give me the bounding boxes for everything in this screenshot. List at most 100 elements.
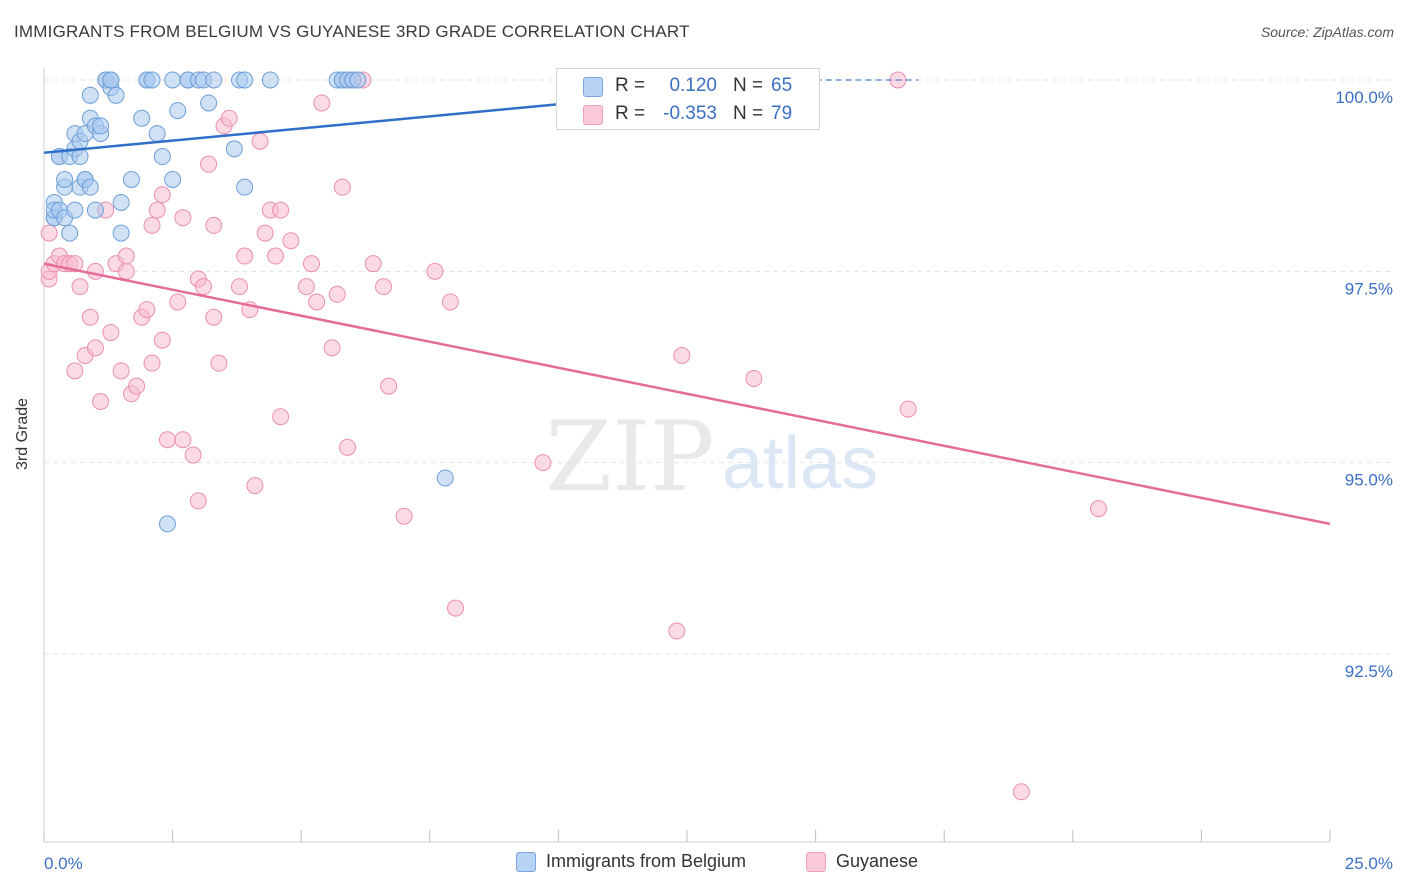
guyanese-point	[426, 262, 444, 280]
guyanese-point	[138, 301, 156, 319]
watermark-atlas: atlas	[722, 421, 878, 504]
r-value: -0.353	[663, 103, 717, 124]
belgium-point	[133, 109, 151, 127]
belgium-point	[122, 170, 140, 188]
belgium-point	[112, 193, 130, 211]
belgium-point	[81, 86, 99, 104]
guyanese-point	[92, 392, 110, 410]
belgium-point	[143, 71, 161, 89]
guyanese-point	[534, 454, 552, 472]
guyanese-point	[302, 255, 320, 273]
belgium-point	[225, 140, 243, 158]
n-value: 79	[771, 103, 793, 124]
y-tick-label: 97.5%	[1345, 279, 1393, 298]
guyanese-point	[338, 438, 356, 456]
guyanese-point	[272, 201, 290, 219]
belgium-point	[81, 178, 99, 196]
source-credit: Source: ZipAtlas.com	[1260, 24, 1394, 40]
guyanese-point	[251, 132, 269, 150]
guyanese-point	[169, 293, 187, 311]
belgium-point	[436, 469, 454, 487]
guyanese-point	[148, 201, 166, 219]
y-tick-label: 92.5%	[1345, 662, 1393, 681]
guyanese-point	[441, 293, 459, 311]
x-tick-label-max: 25.0%	[1345, 854, 1393, 873]
belgium-point	[61, 224, 79, 242]
guyanese-trend-line	[43, 262, 1331, 526]
guyanese-point	[128, 377, 146, 395]
axes	[43, 68, 1331, 843]
guyanese-point	[194, 278, 212, 296]
guyanese-point	[200, 155, 218, 173]
guyanese-point	[395, 507, 413, 525]
belgium-point	[56, 170, 74, 188]
belgium-point	[169, 102, 187, 120]
guyanese-point	[323, 339, 341, 357]
legend-item-guyanese[interactable]: Guyanese	[806, 851, 918, 872]
guyanese-point	[117, 262, 135, 280]
guyanese-point	[102, 324, 120, 342]
guyanese-point	[272, 408, 290, 426]
guyanese-point	[153, 331, 171, 349]
legend-label-belgium: Immigrants from Belgium	[546, 851, 747, 871]
guyanese-point	[236, 247, 254, 265]
guyanese-point	[71, 278, 89, 296]
belgium-point	[148, 125, 166, 143]
guyanese-point	[210, 354, 228, 372]
guyanese-point	[364, 255, 382, 273]
guyanese-point	[1012, 783, 1030, 801]
legend-swatch-belgium	[516, 851, 536, 872]
guyanese-point	[282, 232, 300, 250]
guyanese-point	[333, 178, 351, 196]
belgium-point	[86, 201, 104, 219]
guyanese-point	[184, 446, 202, 464]
guyanese-point	[205, 308, 223, 326]
belgium-point	[261, 71, 279, 89]
belgium-point	[236, 71, 254, 89]
r-label: R =	[615, 75, 646, 96]
y-tick-label: 100.0%	[1335, 88, 1393, 107]
guyanese-point	[174, 209, 192, 227]
guyanese-point	[40, 224, 58, 242]
belgium-point	[66, 201, 84, 219]
belgium-point	[164, 170, 182, 188]
guyanese-point	[380, 377, 398, 395]
guyanese-points	[40, 71, 1108, 801]
r-value: 0.120	[669, 75, 717, 96]
guyanese-point	[86, 339, 104, 357]
legend-swatch-guyanese	[806, 851, 826, 872]
guyanese-point	[220, 109, 238, 127]
guyanese-point	[230, 278, 248, 296]
guyanese-point	[158, 431, 176, 449]
belgium-point	[236, 178, 254, 196]
correlation-legend: R = 0.120 N = 65 R = -0.353 N = 79	[556, 68, 820, 130]
n-value: 65	[771, 75, 793, 96]
guyanese-point	[266, 247, 284, 265]
belgium-point	[158, 515, 176, 533]
guyanese-point	[375, 278, 393, 296]
guyanese-point	[313, 94, 331, 112]
belgium-point	[349, 71, 367, 89]
guyanese-point	[143, 216, 161, 234]
guyanese-point	[117, 247, 135, 265]
legend-label-guyanese: Guyanese	[836, 851, 919, 871]
belgium-point	[92, 117, 110, 135]
belgium-point	[200, 94, 218, 112]
guyanese-point	[205, 216, 223, 234]
guyanese-point	[143, 354, 161, 372]
tick-labels: 92.5% 95.0% 97.5% 100.0% 0.0% 25.0%	[44, 88, 1393, 873]
n-label: N =	[733, 75, 764, 96]
belgium-points	[45, 71, 454, 533]
legend-row-guyanese: R = -0.353 N = 79	[557, 101, 819, 129]
guyanese-point	[66, 362, 84, 380]
legend-item-belgium[interactable]: Immigrants from Belgium	[516, 851, 746, 872]
x-tick-label-min: 0.0%	[44, 854, 83, 873]
chart-title: IMMIGRANTS FROM BELGIUM VS GUYANESE 3RD …	[14, 22, 690, 41]
series-legend: Immigrants from Belgium Guyanese	[0, 851, 1406, 877]
guyanese-point	[66, 255, 84, 273]
legend-swatch-belgium	[583, 77, 603, 97]
n-label: N =	[733, 103, 764, 124]
guyanese-point	[153, 186, 171, 204]
belgium-point	[164, 71, 182, 89]
